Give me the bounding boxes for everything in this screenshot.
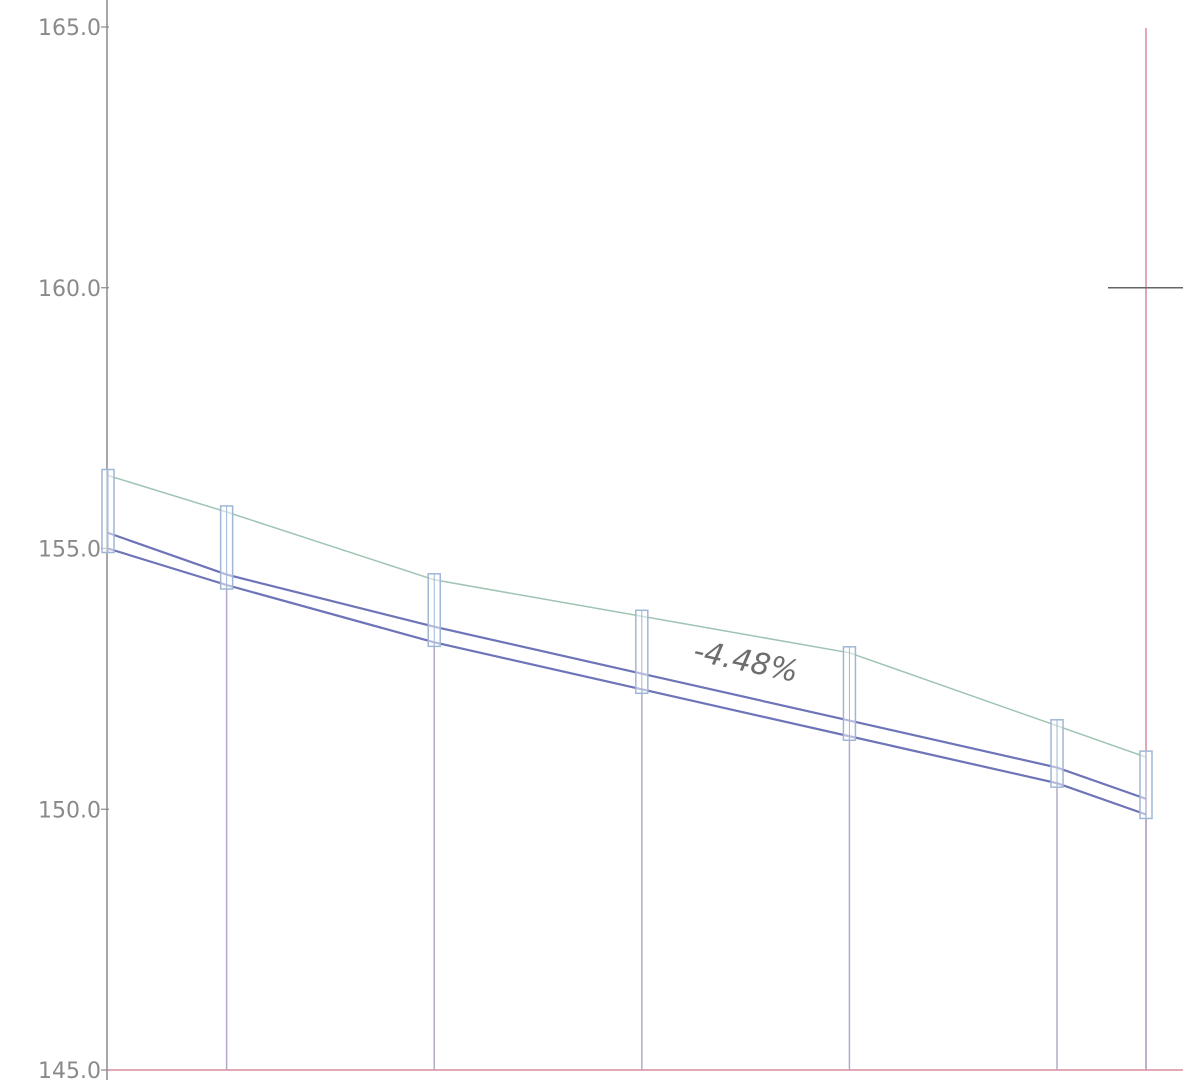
y-tick-label: 165.0: [38, 16, 101, 41]
y-tick-label: 150.0: [38, 798, 101, 823]
ground-line: [107, 474, 1147, 758]
y-tick-label: 160.0: [38, 277, 101, 302]
baseline-group: [108, 28, 1183, 1071]
elevation-axis: 165.0 160.0 155.0 150.0 145.0: [38, 0, 109, 1084]
profile-lines-group: [107, 474, 1147, 816]
structures-group: [101, 468, 1153, 820]
pipe-bottom-line: [107, 547, 1147, 816]
y-tick-label: 155.0: [38, 538, 101, 563]
drop-lines-group: [225, 585, 1147, 1070]
pipe-top-line: [107, 531, 1147, 800]
y-tick-label: 145.0: [38, 1059, 101, 1084]
